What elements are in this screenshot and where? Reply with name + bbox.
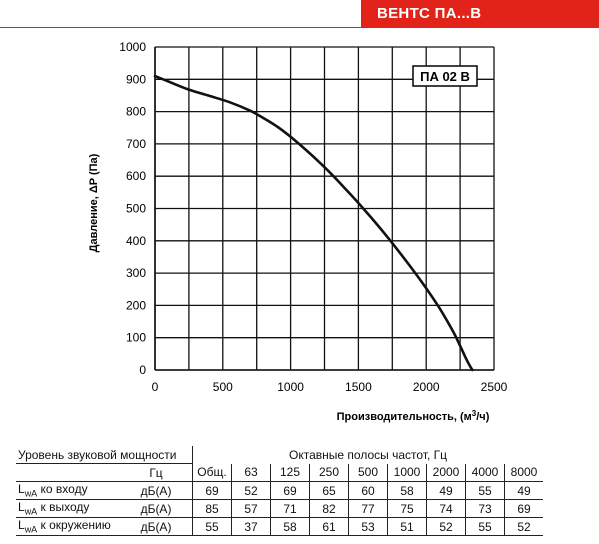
- table-cell: 49: [504, 481, 543, 500]
- table-cell: 69: [504, 499, 543, 518]
- y-tick-label: 0: [139, 363, 146, 377]
- y-tick-label: 200: [126, 298, 146, 312]
- table-row: LwA к окружению дБ(А) 55 37 58 61 53 51 52 55 52: [16, 517, 543, 536]
- row-label: LwA к выходу: [16, 499, 120, 518]
- table-cell: 55: [465, 481, 505, 500]
- pressure-flow-chart: 0 100 200 300 400 500 600 700 800 900 1000 0 500 100…: [88, 40, 508, 423]
- x-axis-label: Производительность, (м3/ч): [337, 409, 490, 423]
- table-cell: 52: [231, 481, 271, 500]
- y-tick-label: 100: [126, 331, 146, 345]
- column-header: 250: [309, 463, 349, 482]
- table-row: LwA к выходу дБ(А) 85 57 71 82 77 75 74 73 69: [16, 499, 543, 518]
- table-cell: 69: [192, 481, 232, 500]
- column-header: Общ.: [192, 463, 232, 482]
- row-label: LwA к окружению: [16, 517, 120, 536]
- y-tick-label: 400: [126, 234, 146, 248]
- table-row: LwA ко входу дБ(А) 69 52 69 65 60 58 49 55 49: [16, 481, 543, 500]
- hz-label: Гц: [120, 463, 193, 482]
- table-cell: 55: [192, 517, 232, 536]
- table-cell: 57: [231, 499, 271, 518]
- y-tick-label: 500: [126, 202, 146, 216]
- brand-title: ВЕНТС ПА...В: [377, 5, 482, 22]
- x-axis-ticks: 0 500 1000 1500 2000 2500: [152, 380, 508, 394]
- table-cell: 52: [426, 517, 466, 536]
- table-cell: 55: [465, 517, 505, 536]
- y-tick-label: 900: [126, 72, 146, 86]
- table-columns-row: Гц Общ. 63 125 250 500 1000 2000 4000 80…: [16, 463, 543, 482]
- y-axis-label: Давление, ΔP (Па): [88, 153, 100, 252]
- brand-banner: ВЕНТС ПА...В: [361, 0, 599, 28]
- series-line: [153, 74, 474, 372]
- table-cell: 73: [465, 499, 505, 518]
- row-unit: дБ(А): [120, 499, 193, 518]
- x-tick-label: 1500: [345, 380, 372, 394]
- y-tick-label: 700: [126, 137, 146, 151]
- column-header: 125: [270, 463, 310, 482]
- x-tick-label: 2000: [413, 380, 440, 394]
- table-title: Уровень звуковой мощности: [16, 446, 193, 464]
- y-tick-label: 1000: [119, 40, 146, 54]
- table-cell: 61: [309, 517, 349, 536]
- table-cell: 65: [309, 481, 349, 500]
- brand-divider: [0, 27, 599, 28]
- column-header: 1000: [387, 463, 427, 482]
- column-header: 500: [348, 463, 388, 482]
- y-axis-ticks: 0 100 200 300 400 500 600 700 800 900 1000: [119, 40, 146, 377]
- row-label: LwA ко входу: [16, 481, 120, 500]
- column-header: 8000: [504, 463, 543, 482]
- x-tick-label: 1000: [277, 380, 304, 394]
- y-tick-label: 800: [126, 105, 146, 119]
- table-cell: 58: [270, 517, 310, 536]
- table-cell: 60: [348, 481, 388, 500]
- table-cell: 82: [309, 499, 349, 518]
- table-cell: 37: [231, 517, 271, 536]
- table-cell: 53: [348, 517, 388, 536]
- table-cell: 52: [504, 517, 543, 536]
- chart-grid: [154, 46, 495, 371]
- table-cell: 49: [426, 481, 466, 500]
- table-cell: 77: [348, 499, 388, 518]
- table-cell: 71: [270, 499, 310, 518]
- series-legend: ПА 02 В: [412, 65, 478, 87]
- column-header: 2000: [426, 463, 466, 482]
- table-cell: 74: [426, 499, 466, 518]
- sound-power-table: Уровень звуковой мощности Октавные полос…: [16, 446, 543, 536]
- y-tick-label: 600: [126, 169, 146, 183]
- column-header: 4000: [465, 463, 505, 482]
- table-header-row: Уровень звуковой мощности Октавные полос…: [16, 446, 543, 464]
- x-tick-label: 0: [152, 380, 159, 394]
- column-header: 63: [231, 463, 271, 482]
- x-tick-label: 500: [213, 380, 233, 394]
- x-tick-label: 2500: [481, 380, 508, 394]
- row-unit: дБ(А): [120, 517, 193, 536]
- table-cell: 51: [387, 517, 427, 536]
- bands-title: Октавные полосы частот, Гц: [192, 446, 543, 464]
- y-tick-label: 300: [126, 266, 146, 280]
- table-cell: 75: [387, 499, 427, 518]
- table-cell: 69: [270, 481, 310, 500]
- table-cell: 58: [387, 481, 427, 500]
- row-unit: дБ(А): [120, 481, 193, 500]
- table-cell: 85: [192, 499, 232, 518]
- series-label: ПА 02 В: [420, 69, 470, 84]
